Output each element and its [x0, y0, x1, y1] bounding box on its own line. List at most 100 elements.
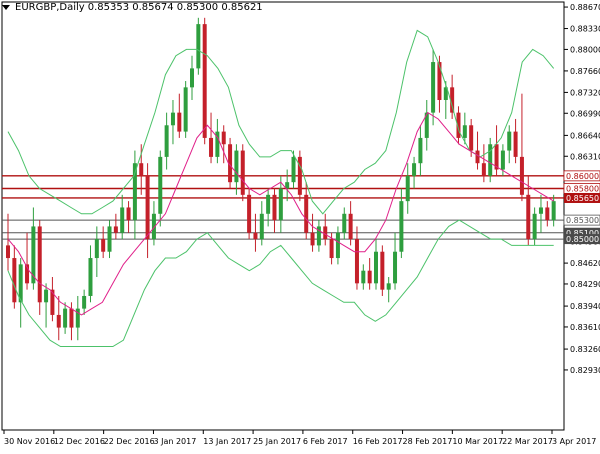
candle-body — [101, 239, 106, 252]
candle-body — [196, 24, 201, 69]
candle-body — [386, 283, 391, 290]
chart-ohlc: 0.85353 0.85674 0.85300 0.85621 — [87, 2, 263, 13]
candle-body — [348, 213, 353, 240]
candle-body — [507, 131, 512, 151]
candle-body — [44, 289, 49, 303]
candle-body — [240, 150, 245, 195]
date-tick-label: 13 Jan 2017 — [203, 437, 251, 446]
candle-body — [335, 232, 340, 259]
candle-body — [69, 308, 74, 328]
price-tick-label: 0.86990 — [570, 109, 600, 118]
candle-body — [297, 156, 302, 195]
price-tick-label: 0.87320 — [570, 88, 600, 97]
candle-body — [500, 150, 505, 170]
price-tick-label: 0.88330 — [570, 25, 600, 34]
candle-body — [418, 137, 423, 164]
candle-body — [107, 226, 112, 252]
candle-body — [538, 207, 543, 214]
level-label-box — [564, 234, 600, 245]
level-label: 0.85300 — [566, 216, 599, 225]
candle-body — [513, 131, 518, 157]
price-tick-label: 0.88000 — [570, 45, 600, 54]
date-tick-label: 25 Jan 2017 — [253, 437, 301, 446]
candle-body — [456, 112, 461, 138]
bollinger-upper-line — [7, 29, 555, 215]
candle-body — [170, 112, 175, 126]
candle-body — [405, 175, 410, 202]
candle-body — [329, 239, 334, 259]
candle-body — [323, 226, 328, 240]
level-label-box — [563, 170, 600, 182]
date-tick-label: 3 Jan 2017 — [153, 437, 196, 446]
candle-body — [412, 163, 417, 176]
candle-body — [82, 295, 87, 309]
candle-body — [488, 144, 493, 176]
price-tick-label: 0.83260 — [570, 345, 600, 354]
price-tick-label: 0.87660 — [570, 67, 600, 76]
candle-body — [209, 137, 214, 157]
dropdown-triangle-icon[interactable] — [2, 5, 10, 10]
candle-body — [272, 194, 277, 221]
candle-body — [234, 150, 239, 183]
price-tick-label: 0.84620 — [570, 259, 600, 268]
candle-body — [164, 125, 169, 157]
candle-body — [399, 201, 404, 252]
candle-body — [462, 125, 467, 138]
candle-body — [221, 131, 226, 145]
candle-body — [6, 245, 10, 259]
date-tick-label: 22 Mar 2017 — [502, 437, 553, 446]
candle-body — [202, 24, 207, 138]
candle-body — [424, 112, 429, 138]
candle-body — [316, 226, 321, 246]
level-label: 0.85000 — [566, 235, 599, 244]
candle-body — [367, 270, 372, 284]
candle-body — [88, 258, 93, 296]
candle-body — [545, 207, 550, 221]
candle-body — [266, 194, 271, 214]
candle-body — [361, 270, 366, 284]
candle-body — [278, 188, 283, 221]
candle-body — [12, 258, 17, 303]
candle-body — [475, 150, 480, 164]
candle-body — [151, 213, 156, 240]
candle-body — [354, 239, 359, 284]
candle-body — [145, 175, 150, 240]
level-label: 0.85650 — [566, 194, 599, 203]
candle-body — [37, 226, 42, 303]
candle-body — [75, 308, 80, 328]
price-tick-label: 0.88670 — [570, 3, 600, 12]
candle-body — [450, 87, 455, 113]
chart-symbol: EURGBP,Daily — [15, 2, 85, 13]
candle-body — [291, 156, 296, 183]
candle-body — [94, 239, 99, 259]
candle-body — [342, 213, 347, 233]
candle-body — [190, 68, 194, 88]
candle-body — [304, 194, 309, 233]
price-tick-label: 0.86640 — [570, 131, 600, 140]
candle-body — [253, 232, 258, 240]
price-tick-label: 0.83940 — [570, 302, 600, 311]
candle-body — [494, 144, 499, 170]
candle-body — [228, 144, 233, 183]
date-tick-label: 30 Nov 2016 — [4, 437, 55, 446]
candle-body — [215, 131, 220, 157]
level-label-box — [563, 214, 600, 226]
plot-border — [1, 1, 565, 431]
candle-body — [139, 163, 144, 176]
candle-body — [113, 226, 118, 233]
candle-body — [551, 201, 556, 221]
level-label-box — [564, 192, 600, 203]
candle-body — [183, 87, 188, 132]
candle-body — [31, 226, 36, 284]
date-tick-label: 12 Dec 2016 — [54, 437, 105, 446]
candle-body — [431, 62, 436, 113]
candle-body — [177, 112, 182, 132]
level-label-box — [564, 227, 600, 238]
candle-body — [526, 194, 531, 240]
price-tick-label: 0.86310 — [570, 152, 600, 161]
candle-body — [393, 251, 398, 284]
date-tick-label: 10 Mar 2017 — [452, 437, 503, 446]
candle-body — [63, 308, 68, 328]
